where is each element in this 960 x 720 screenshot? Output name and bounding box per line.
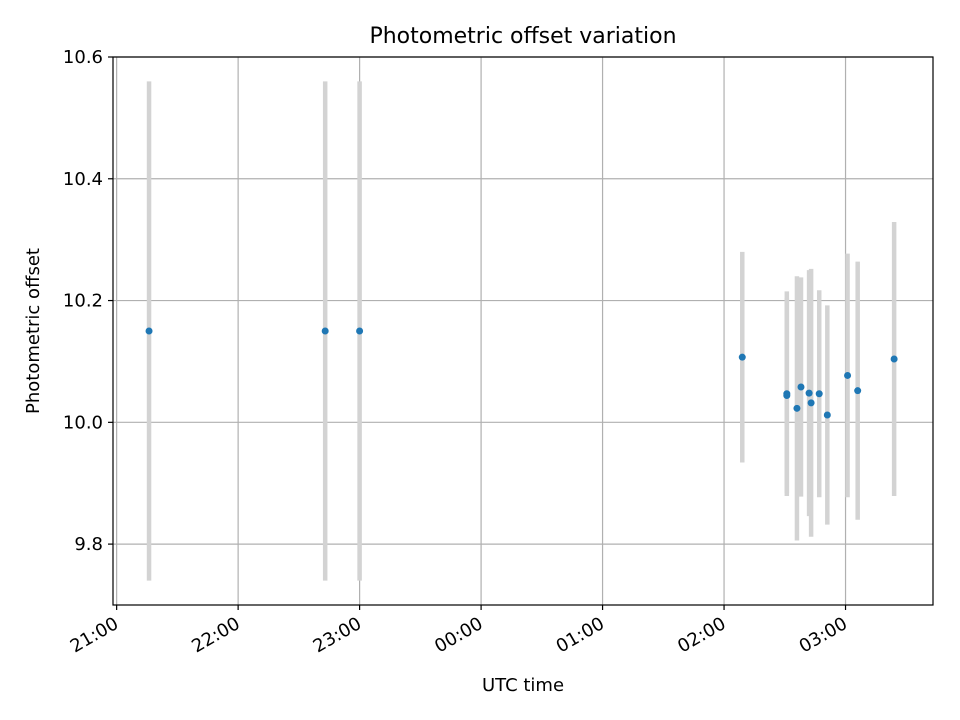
data-point [890,355,898,363]
chart-title: Photometric offset variation [369,24,676,49]
data-point [783,392,791,400]
data-point [145,327,153,335]
y-axis-label: Photometric offset [23,248,44,414]
data-point [797,383,805,391]
y-tick-label: 10.2 [63,291,103,312]
data-point [793,404,801,412]
data-point [807,399,815,407]
plot-frame [112,56,934,606]
data-point [854,387,862,395]
data-point [356,327,364,335]
data-points [145,327,898,419]
data-point [844,371,852,379]
data-point [815,390,823,398]
y-tick-label: 10.6 [63,47,103,68]
data-point [805,389,813,397]
data-point [738,353,746,361]
y-tick-label: 10.0 [63,412,103,433]
data-point [321,327,329,335]
y-tick-label: 9.8 [74,534,103,555]
data-point [823,411,831,419]
x-axis-label: UTC time [482,675,564,696]
y-axis: 9.8 10.0 10.2 10.4 10.6 [63,47,113,555]
y-tick-label: 10.4 [63,169,103,190]
